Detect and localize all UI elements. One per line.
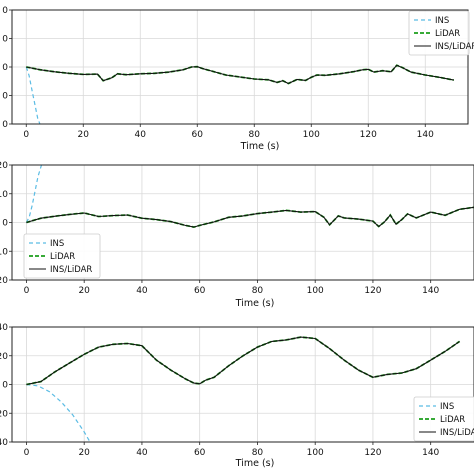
legend-entry: INS/LiDAR: [435, 42, 474, 52]
legend-entry: INS: [50, 239, 64, 249]
chart-panel-2: 020406080100120140201001020Time (s)INSLi…: [0, 161, 474, 309]
x-tick-label: 40: [136, 448, 148, 458]
x-tick-label: 20: [78, 448, 90, 458]
y-tick-label: 0: [2, 6, 8, 16]
y-tick-label: 10: [0, 247, 8, 257]
chart-panel-3: 0 20 40 60 80 100 120 140 40 20 0 20 40 Time (s) INS Li…: [0, 323, 474, 469]
y-tick-label: 20: [0, 276, 8, 286]
x-tick-label: 120: [360, 130, 377, 140]
x-tick-label: 80: [249, 130, 261, 140]
x-tick-label: 0: [24, 448, 30, 458]
x-tick-label: 40: [136, 286, 148, 296]
x-tick-label: 120: [364, 286, 381, 296]
x-tick-label: 100: [307, 448, 324, 458]
x-tick-label: 20: [78, 286, 90, 296]
legend-entry: INS/LiDAR: [50, 265, 92, 275]
series-line-ins: [26, 383, 91, 442]
legend-entry: INS: [440, 402, 454, 412]
x-tick-label: 60: [194, 286, 206, 296]
x-tick-label: 0: [24, 286, 30, 296]
x-tick-label: 100: [303, 130, 320, 140]
legend: INS LiDAR INS/LiDAR: [408, 10, 474, 56]
series-line-lidar: [26, 206, 474, 229]
x-tick-label: 20: [78, 130, 90, 140]
x-tick-label: 140: [422, 286, 439, 296]
legend: INS LiDAR INS/LiDAR: [413, 396, 474, 442]
x-tick-label: 140: [417, 130, 434, 140]
x-axis-label: Time (s): [235, 298, 275, 309]
y-tick-label: 0: [2, 219, 8, 229]
series-line-ins: [25, 66, 41, 124]
y-tick-label: 0: [2, 63, 8, 73]
x-tick-label: 140: [422, 448, 439, 458]
series-line-ins-lidar: [26, 64, 454, 85]
y-tick-label: 20: [0, 352, 8, 362]
series-line-ins: [25, 165, 43, 223]
x-tick-label: 40: [135, 130, 147, 140]
y-tick-label: 0: [2, 35, 8, 45]
x-axis-label: Time (s): [240, 141, 280, 152]
y-tick-label: 40: [0, 323, 8, 333]
series-line-ins-lidar: [26, 336, 460, 386]
y-tick-label: 20: [0, 161, 8, 171]
x-tick-label: 80: [252, 448, 264, 458]
y-tick-label: 40: [0, 438, 8, 448]
legend: INS LiDAR INS/LiDAR: [23, 233, 101, 279]
y-tick-label: 20: [0, 409, 8, 419]
y-tick-label: 0: [2, 120, 8, 130]
x-tick-label: 120: [364, 448, 381, 458]
y-tick-label: 0: [2, 381, 8, 391]
legend-entry: LiDAR: [435, 29, 460, 39]
x-tick-label: 0: [23, 130, 29, 140]
x-tick-label: 100: [307, 286, 324, 296]
series-line-ins-lidar: [26, 206, 474, 228]
x-tick-label: 80: [252, 286, 264, 296]
x-tick-label: 60: [192, 130, 204, 140]
legend-entry: LiDAR: [440, 415, 465, 425]
legend-entry: INS/LiDAR: [440, 428, 474, 438]
legend-entry: LiDAR: [50, 252, 75, 262]
y-tick-label: 0: [2, 92, 8, 102]
series-line-lidar: [26, 336, 461, 386]
x-axis-label: Time (s): [235, 458, 275, 469]
x-tick-label: 60: [194, 448, 206, 458]
y-tick-label: 10: [0, 190, 8, 200]
legend-entry: INS: [435, 16, 449, 26]
